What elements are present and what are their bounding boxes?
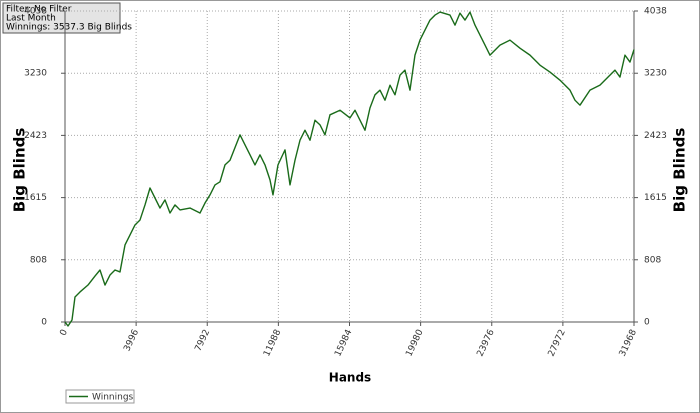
y2-tick-label: 1615 xyxy=(644,193,667,203)
y2-tick-label: 808 xyxy=(644,255,661,265)
y-tick-label: 0 xyxy=(41,318,47,328)
info-text: Filter: No Filter xyxy=(6,5,72,15)
info-text: Winnings: 3537.3 Big Blinds xyxy=(6,23,132,33)
y-tick-label: 2423 xyxy=(24,131,47,141)
y-tick-label: 4038 xyxy=(24,7,47,17)
x-tick-label: 0 xyxy=(58,328,70,338)
y2-tick-label: 3230 xyxy=(644,69,667,79)
y-tick-label: 1615 xyxy=(24,193,47,203)
y-axis-title: Big Blinds xyxy=(11,128,29,213)
info-box: Filter: No Filter Last Month Winnings: 3… xyxy=(2,2,132,34)
x-axis-title: Hands xyxy=(329,371,371,385)
series-line xyxy=(64,11,635,327)
legend-label: Winnings xyxy=(92,393,134,403)
info-box-bg xyxy=(2,2,121,34)
y2-tick-label: 0 xyxy=(644,318,650,328)
y2-tick-label: 2423 xyxy=(644,131,667,141)
y2-axis-title: Big Blinds xyxy=(671,128,689,213)
y-tick-label: 808 xyxy=(30,255,47,265)
legend-box xyxy=(65,389,135,404)
y-tick-label: 3230 xyxy=(24,69,47,79)
y2-tick-label: 4038 xyxy=(644,7,667,17)
info-text: Last Month xyxy=(6,14,56,24)
